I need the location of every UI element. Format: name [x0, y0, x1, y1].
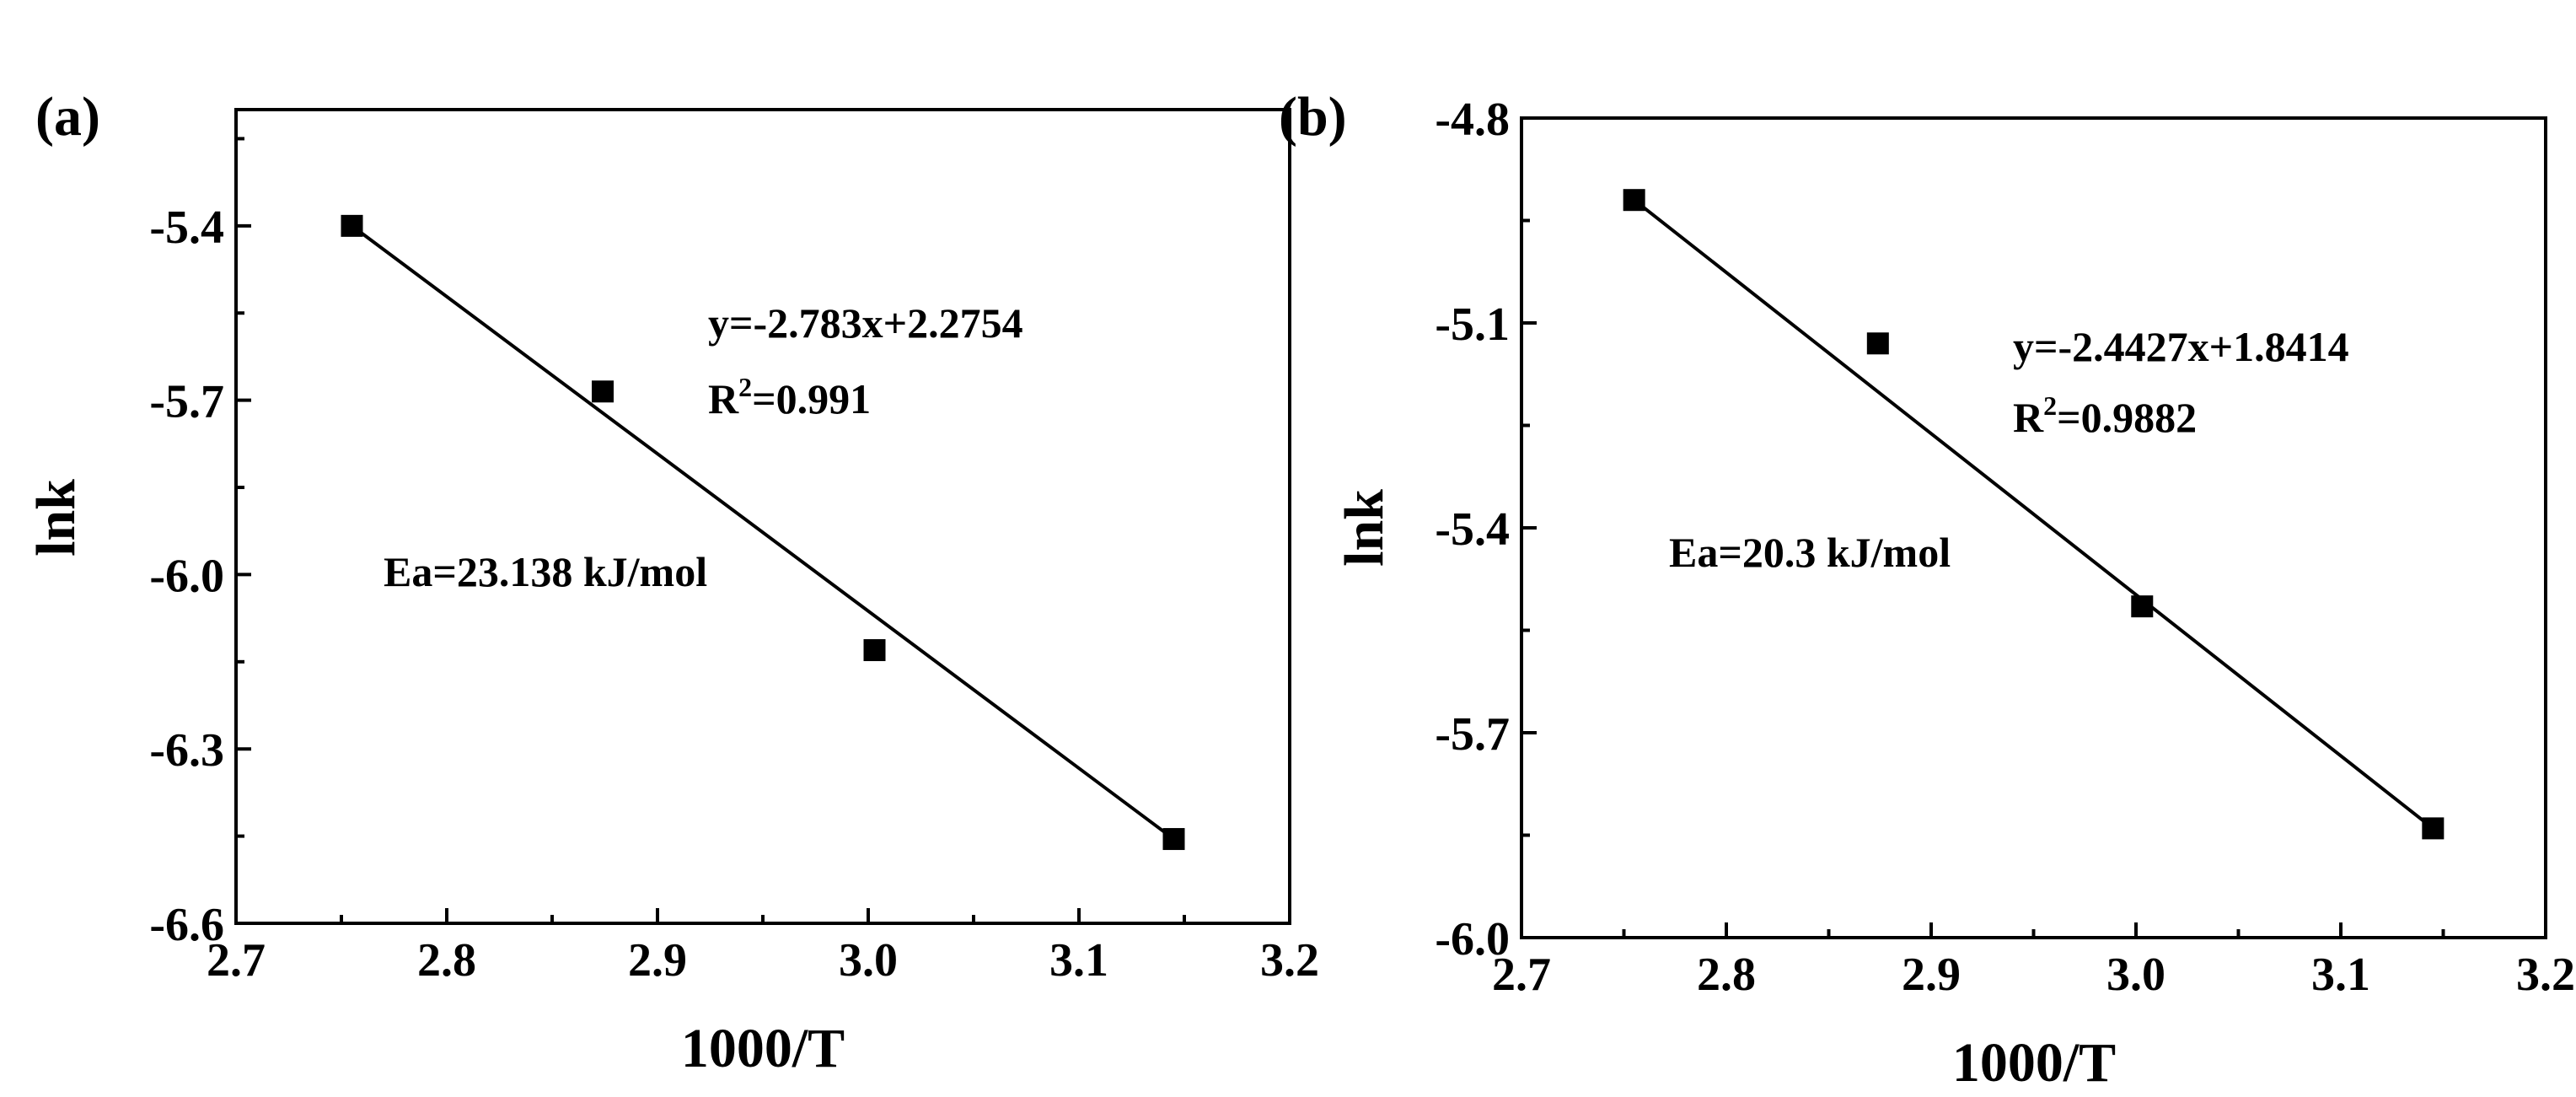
r-squared-value: =0.991	[752, 375, 871, 422]
x-tick-label: 2.7	[207, 934, 266, 987]
x-axis-label: 1000/T	[1952, 1032, 2116, 1094]
x-tick-label: 3.2	[2516, 949, 2575, 1001]
y-tick-label: -5.7	[1435, 708, 1510, 761]
activation-energy: Ea=20.3 kJ/mol	[1669, 529, 1951, 576]
activation-energy: Ea=23.138 kJ/mol	[384, 548, 707, 595]
data-point	[2422, 817, 2445, 840]
data-point	[863, 639, 886, 662]
panel-label: (b)	[1279, 86, 1347, 148]
y-axis-label: lnk	[1334, 489, 1395, 567]
r-squared-sup: 2	[2043, 390, 2057, 421]
x-tick-label: 3.2	[1260, 934, 1319, 987]
fit-equation: y=-2.4427x+1.8414	[2013, 323, 2349, 370]
x-tick-label: 3.0	[2106, 949, 2165, 1001]
plot-frame	[234, 108, 1291, 925]
fit-line	[1633, 198, 2434, 830]
y-tick-label: -5.4	[149, 202, 224, 254]
x-tick-label: 3.0	[839, 934, 898, 987]
data-point	[592, 380, 614, 403]
x-tick-label: 3.1	[2311, 949, 2370, 1001]
y-tick-label: -6.3	[149, 724, 224, 777]
y-tick-label: -4.8	[1435, 94, 1510, 146]
x-tick-label: 2.9	[628, 934, 687, 987]
x-tick-label: 2.8	[1697, 949, 1756, 1001]
fit-equation: y=-2.783x+2.2754	[708, 299, 1023, 347]
x-tick-label: 2.8	[417, 934, 476, 987]
x-tick-label: 3.1	[1049, 934, 1108, 987]
x-tick-label: 2.9	[1902, 949, 1961, 1001]
data-point	[1162, 828, 1185, 851]
x-tick-label: 2.7	[1492, 949, 1551, 1001]
r-squared-label: R	[708, 375, 739, 422]
data-point	[341, 214, 363, 237]
chart-panel-b: 2.7 2.8 2.9 3.0 3.1 3.2 -4.8 -5.1 -5.4 -5.7 -6.0 y=…	[1279, 86, 2575, 1094]
y-tick-label: -6.0	[1435, 913, 1510, 965]
panel-label: (a)	[35, 86, 100, 148]
r-squared: R2=0.991	[708, 372, 871, 422]
plot-frame	[1520, 116, 2547, 939]
r-squared: R2=0.9882	[2013, 390, 2197, 441]
chart-panel-a: 2.7 2.8 2.9 3.0 3.1 3.2 -5.4 -5.7 -6.0 -6.3 -6.6 y=…	[25, 86, 1319, 1079]
r-squared-label: R	[2013, 394, 2044, 441]
y-tick-label: -6.0	[149, 550, 224, 602]
y-tick-label: -5.4	[1435, 503, 1510, 556]
y-tick-label: -5.1	[1435, 298, 1510, 351]
r-squared-sup: 2	[738, 372, 752, 402]
data-point	[1623, 189, 1645, 212]
data-point	[2131, 595, 2154, 618]
data-point	[1866, 332, 1889, 355]
r-squared-value: =0.9882	[2057, 394, 2197, 441]
x-axis-label: 1000/T	[681, 1018, 845, 1079]
y-tick-label: -5.7	[149, 376, 224, 428]
y-axis-label: lnk	[25, 479, 87, 557]
y-tick-label: -6.6	[149, 899, 224, 951]
fit-line	[351, 224, 1175, 841]
